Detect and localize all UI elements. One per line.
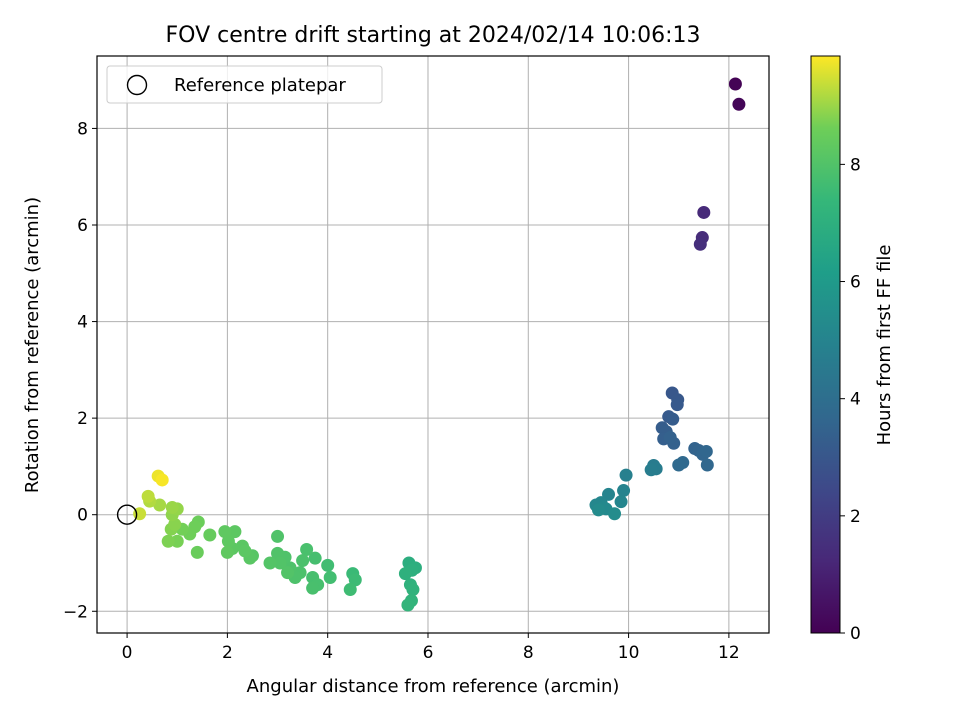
data-point: [306, 581, 320, 595]
y-tick-label: 4: [77, 313, 88, 333]
colorbar-ticks: 0 2 4 6 8: [840, 155, 861, 644]
data-point: [693, 237, 707, 251]
chart-title: FOV centre drift starting at 2024/02/14 …: [166, 23, 701, 48]
y-tick-label: 2: [77, 409, 88, 429]
y-tick-label: −2: [63, 602, 88, 622]
data-point: [271, 529, 285, 543]
colorbar-tick-label: 2: [850, 507, 861, 527]
colorbar-tick-label: 6: [850, 273, 861, 293]
data-point: [699, 444, 713, 458]
legend-box: [106, 65, 383, 104]
data-point: [165, 500, 179, 514]
x-tick-label: 10: [618, 643, 640, 663]
data-point: [300, 542, 314, 556]
data-point: [663, 430, 677, 444]
y-tick-label: 8: [77, 119, 88, 139]
data-point: [323, 570, 337, 584]
plot-area-frame: [96, 55, 770, 634]
data-point: [343, 583, 357, 597]
y-tick-label: 6: [77, 216, 88, 236]
legend-label: Reference platepar: [174, 75, 346, 96]
y-tick-label: 0: [77, 506, 88, 526]
data-point: [321, 558, 335, 572]
colorbar-tick-label: 8: [850, 155, 861, 175]
data-point: [153, 498, 167, 512]
data-point: [602, 487, 616, 501]
data-point: [666, 412, 680, 426]
data-point: [406, 583, 420, 597]
data-point: [670, 398, 684, 412]
data-point: [220, 545, 234, 559]
data-point: [155, 473, 169, 487]
data-point: [170, 534, 184, 548]
data-points: [133, 77, 746, 612]
data-point: [617, 484, 631, 498]
x-tick-label: 4: [322, 643, 333, 663]
legend: Reference platepar: [106, 65, 383, 104]
data-point: [190, 545, 204, 559]
data-point: [281, 566, 295, 580]
data-point: [728, 77, 742, 91]
data-point: [308, 551, 322, 565]
data-point: [619, 468, 633, 482]
data-point: [697, 205, 711, 219]
colorbar: [810, 55, 841, 634]
data-point: [161, 534, 175, 548]
data-point: [203, 528, 217, 542]
data-point: [614, 495, 628, 509]
data-point: [218, 525, 232, 539]
data-point: [732, 97, 746, 111]
data-point: [238, 544, 252, 558]
colorbar-tick-label: 4: [850, 390, 861, 410]
y-axis-ticks: −2 0 2 4 6 8: [63, 119, 97, 622]
legend-reference-marker: [126, 74, 148, 96]
data-point: [228, 525, 242, 539]
data-point: [263, 556, 277, 570]
x-tick-label: 12: [718, 643, 740, 663]
data-point: [141, 489, 155, 503]
data-point: [591, 503, 605, 517]
data-point: [672, 458, 686, 472]
data-point: [608, 507, 622, 521]
colorbar-tick-label: 0: [850, 624, 861, 644]
x-tick-label: 6: [423, 643, 434, 663]
data-point: [273, 556, 287, 570]
data-point: [398, 567, 412, 581]
data-point: [644, 463, 658, 477]
grid-lines: [97, 56, 769, 633]
x-tick-label: 2: [222, 643, 233, 663]
data-point: [296, 554, 310, 568]
x-axis-ticks: 0 2 4 6 8 10 12: [122, 633, 740, 663]
reference-platepar-marker: [116, 504, 138, 525]
x-tick-label: 0: [122, 643, 133, 663]
data-point: [401, 598, 415, 612]
data-point: [348, 573, 362, 587]
y-axis-label: Rotation from reference (arcmin): [22, 197, 43, 493]
colorbar-label: Hours from first FF file: [874, 245, 895, 446]
data-point: [700, 458, 714, 472]
x-axis-label: Angular distance from reference (arcmin): [247, 676, 620, 697]
x-tick-label: 8: [523, 643, 534, 663]
